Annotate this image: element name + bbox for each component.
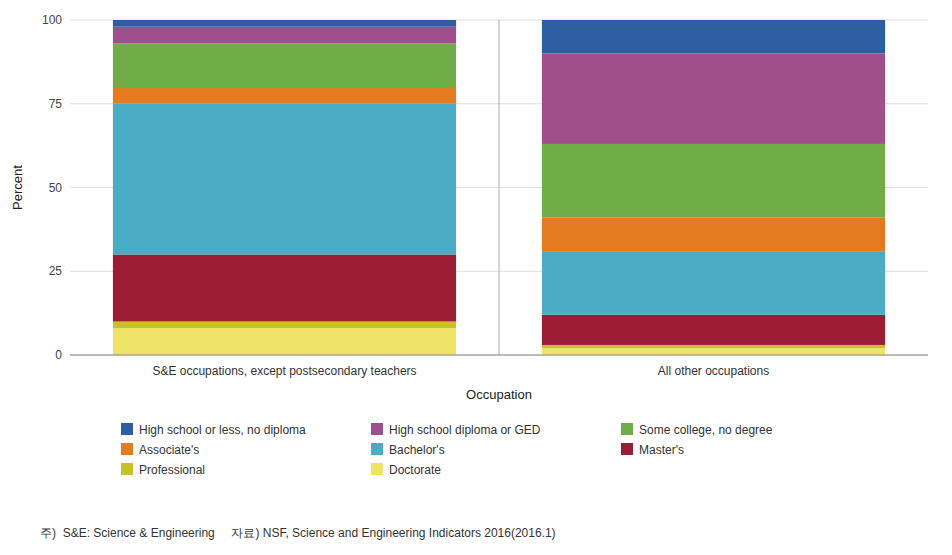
bar-segment [542, 345, 885, 348]
y-axis-label: Percent [10, 165, 25, 210]
category-separator [499, 20, 500, 355]
bar-segment [542, 144, 885, 218]
bar-segment [113, 255, 456, 322]
x-tick-label: All other occupations [658, 364, 769, 378]
legend-label: Associate's [139, 443, 199, 457]
bar-segment [113, 104, 456, 255]
x-axis-line [70, 355, 928, 356]
bar-segment [113, 27, 456, 44]
y-tick-label: 75 [49, 97, 63, 111]
bar-segment [113, 322, 456, 329]
y-tick-label: 100 [42, 13, 62, 27]
footnote: 주) S&E: Science & Engineering 자료) NSF, S… [40, 526, 556, 540]
bar-segment [542, 20, 885, 54]
legend-swatch [621, 423, 633, 435]
bars [113, 20, 885, 355]
bar-segment [542, 251, 885, 315]
legend: High school or less, no diploma High scho… [121, 423, 773, 477]
legend-swatch [371, 463, 383, 475]
bar-segment [113, 43, 456, 87]
y-tick-label: 50 [49, 181, 63, 195]
bar-segment [542, 315, 885, 345]
legend-label: Doctorate [389, 463, 441, 477]
legend-swatch [121, 463, 133, 475]
bar-segment [113, 20, 456, 27]
bar-segment [113, 87, 456, 104]
legend-swatch [121, 423, 133, 435]
y-tick-label: 25 [49, 264, 63, 278]
legend-swatch [121, 443, 133, 455]
legend-swatch [371, 443, 383, 455]
x-tick-label: S&E occupations, except postsecondary te… [152, 364, 416, 378]
bar-segment [542, 54, 885, 144]
bar-segment [542, 218, 885, 252]
bar-segment [542, 348, 885, 355]
y-grid: 0 25 50 75 100 [42, 13, 928, 362]
legend-label: Some college, no degree [639, 423, 773, 437]
legend-label: High school or less, no diploma [139, 423, 306, 437]
grid-line [70, 355, 928, 356]
legend-swatch [371, 423, 383, 435]
x-axis-label: Occupation [466, 387, 532, 402]
y-tick-label: 0 [55, 348, 62, 362]
bar-segment [113, 328, 456, 355]
legend-label: High school diploma or GED [389, 423, 541, 437]
legend-label: Master's [639, 443, 684, 457]
legend-label: Professional [139, 463, 205, 477]
legend-label: Bachelor's [389, 443, 445, 457]
chart: 0 25 50 75 100 S&E occupations, except postse… [0, 0, 952, 555]
legend-swatch [621, 443, 633, 455]
